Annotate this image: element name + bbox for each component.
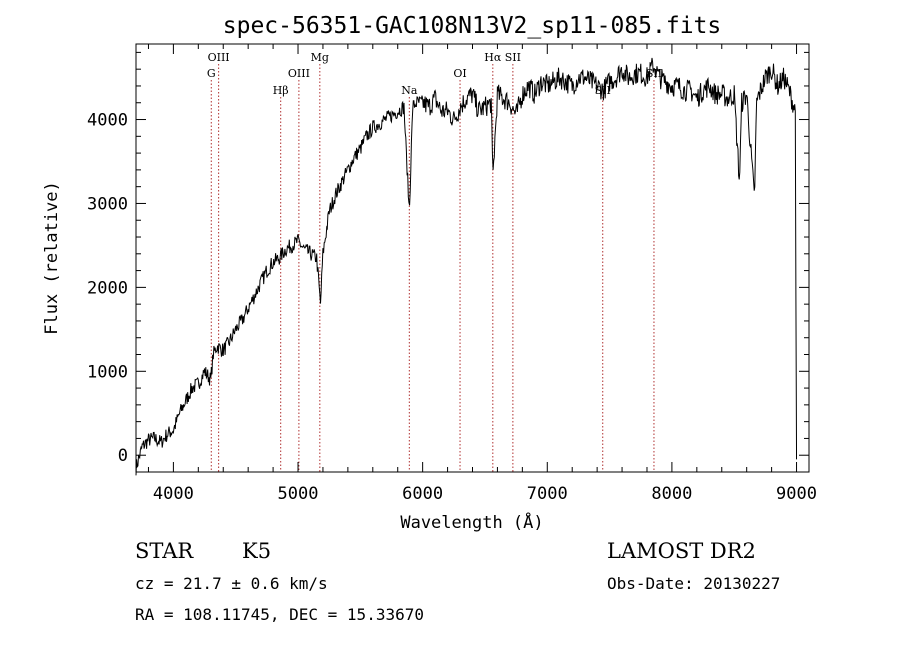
coordinates: RA = 108.11745, DEC = 15.33670 [135, 605, 424, 624]
x-tick-label: 7000 [527, 484, 568, 504]
axis-tick-labels: 4000 5000 6000 7000 8000 9000 0 1000 2000 3000 400… [87, 111, 817, 504]
y-tick-label: 3000 [87, 194, 128, 214]
line-label-2: Hβ [273, 84, 289, 97]
x-tick-label: 4000 [153, 484, 194, 504]
x-tick-label: 9000 [776, 484, 817, 504]
emission-line-markers [210, 64, 655, 472]
plot-frame [135, 43, 810, 473]
line-label-0: OIII [208, 51, 230, 64]
line-label-8: SII [505, 51, 521, 64]
line-label-7: Hα [484, 51, 502, 64]
chart-title: spec-56351-GAC108N13V2_sp11-085.fits [223, 13, 722, 39]
y-tick-label: 4000 [87, 111, 128, 131]
y-tick-label: 1000 [87, 362, 128, 382]
x-tick-label: 8000 [651, 484, 692, 504]
x-tick-label: 5000 [278, 484, 319, 504]
y-tick-label: 2000 [87, 278, 128, 298]
y-tick-label: 0 [118, 446, 128, 466]
line-label-9: SII [595, 84, 611, 97]
line-label-4: Mg [311, 51, 329, 64]
survey-name: LAMOST DR2 [607, 539, 756, 563]
observation-date: Obs-Date: 20130227 [607, 574, 780, 593]
line-label-1: G [207, 67, 216, 80]
x-tick-label: 6000 [402, 484, 443, 504]
plot-series [135, 57, 797, 476]
y-axis-label: Flux (relative) [42, 181, 62, 335]
spectral-subclass: K5 [242, 539, 271, 563]
axis-ticks [136, 44, 809, 473]
x-axis-label: Wavelength (Å) [400, 511, 543, 533]
line-label-3: OIII [288, 67, 310, 80]
line-label-10: SII [646, 67, 662, 80]
line-label-5: Na [401, 84, 418, 97]
object-class: STAR [135, 539, 194, 563]
spectrum-line-0 [135, 57, 797, 476]
line-label-6: OI [453, 67, 466, 80]
redshift-value: cz = 21.7 ± 0.6 km/s [135, 574, 328, 593]
